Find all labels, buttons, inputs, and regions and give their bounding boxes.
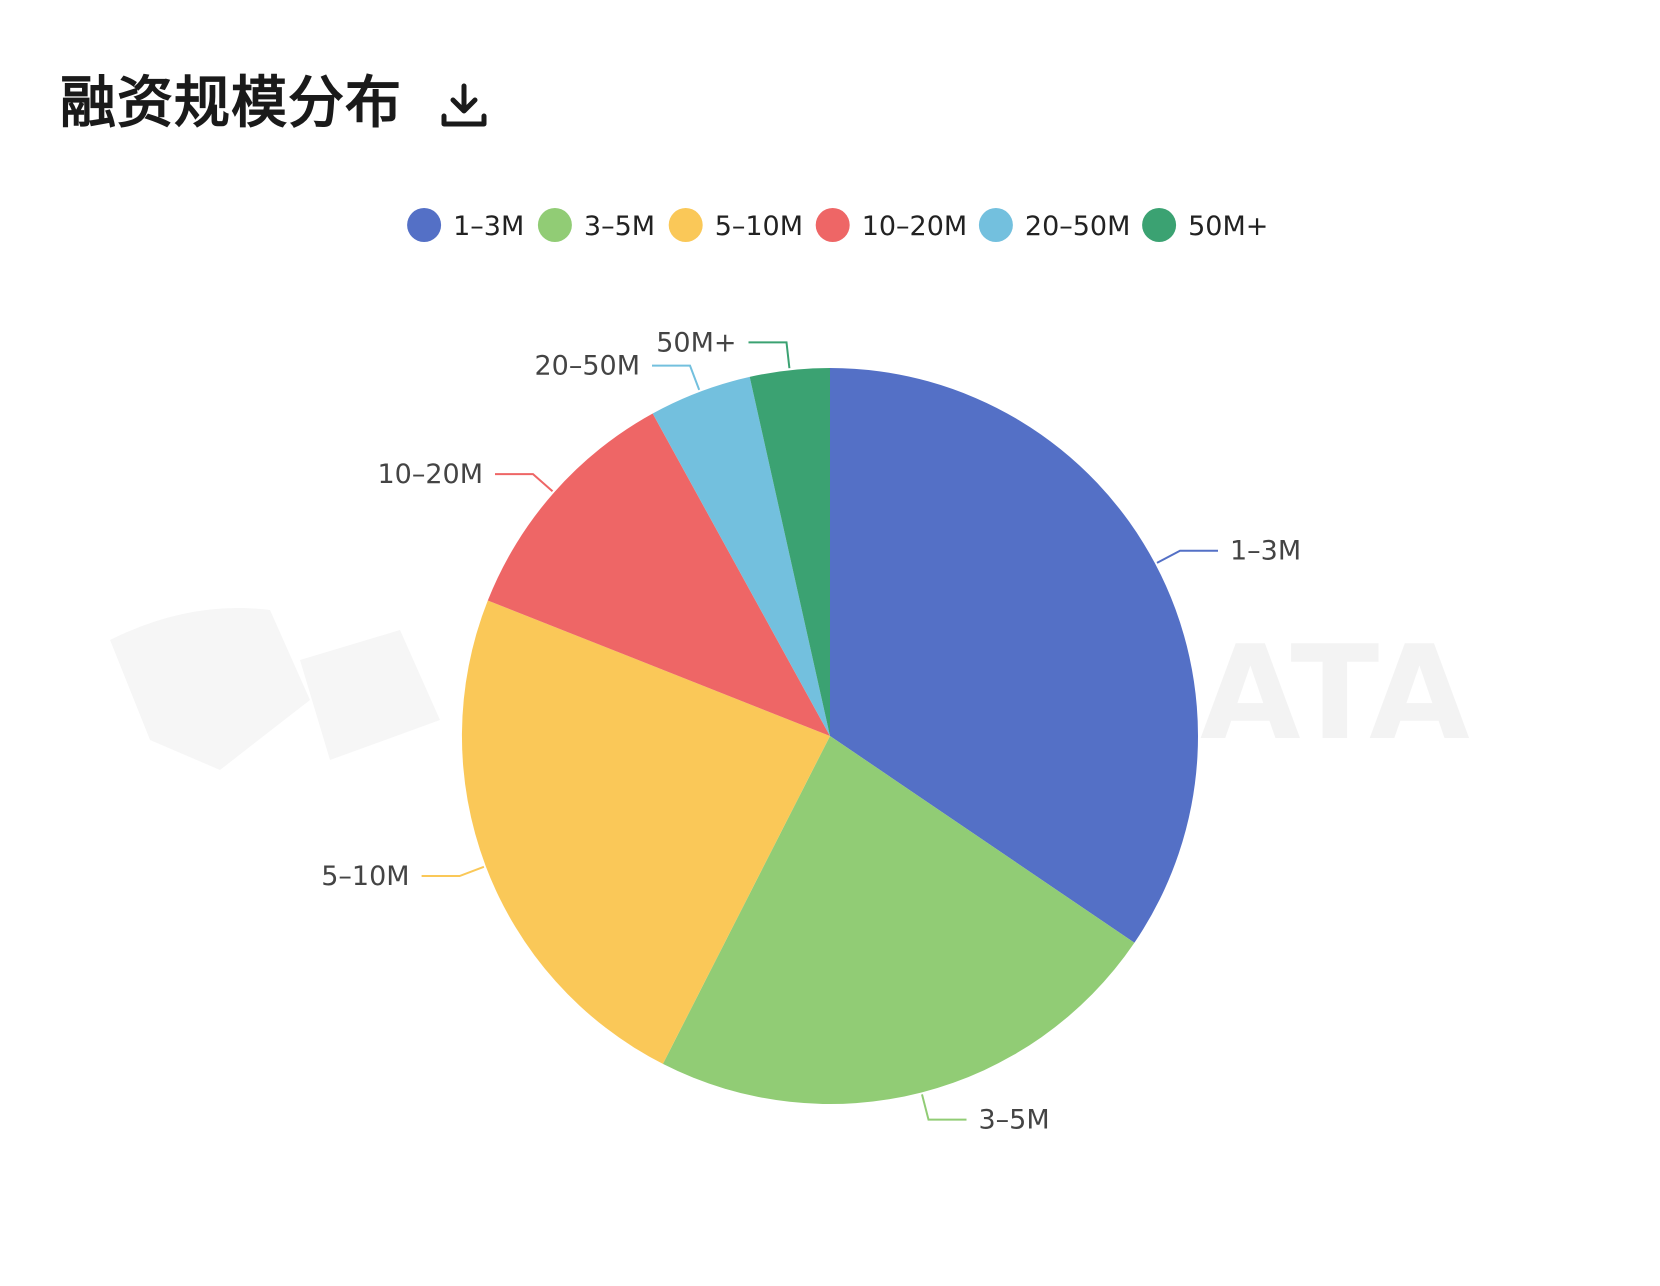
leader-line-20-50m [652,364,701,391]
legend-marker-50m [1142,208,1177,242]
pie-slice-10-20m[interactable] [487,413,830,737]
watermark: ATA [110,608,1470,770]
slice-label-5-10m: 5–10M [321,861,409,892]
legend-marker-3-5m [537,208,572,242]
leader-line-5-10m [421,865,485,877]
legend-item-1-3m[interactable]: 1–3M [407,208,524,242]
legend-marker-1-3m [407,208,442,242]
download-button[interactable] [436,78,492,134]
download-icon [441,83,487,127]
watermark-text: ATA [1200,617,1470,769]
legend-label-20-50m: 20–50M [1025,211,1131,242]
legend-marker-5-10m [668,208,703,242]
legend-marker-10-20m [815,208,850,242]
pie-slice-5-10m[interactable] [461,600,830,1064]
legend-marker-20-50m [978,208,1013,242]
slice-label-20-50m: 20–50M [534,351,640,382]
pie-slice-3-5m[interactable] [662,736,1135,1105]
slice-label-50m: 50M+ [656,327,736,358]
slice-labels: 1–3M 3–5M 5–10M 10–20M 20–50M 50M+ [321,327,1301,1135]
page-title: 融资规模分布 [60,71,402,136]
pie-slice-20-50m[interactable] [652,376,830,736]
leader-line-10-20m [495,473,554,493]
legend-item-10-20m[interactable]: 10–20M [815,208,968,242]
legend-item-50m[interactable]: 50M+ [1142,208,1268,242]
pie-slice-50m[interactable] [749,368,830,736]
legend-item-3-5m[interactable]: 3–5M [537,208,655,242]
leader-line-1-3m [1156,549,1218,564]
slice-label-1-3m: 1–3M [1230,536,1301,567]
leader-line-50m [748,341,791,369]
legend-label-5-10m: 5–10M [715,211,803,242]
pie-slices [461,368,1199,1105]
legend[interactable]: 1–3M 3–5M 5–10M 10–20M 20–50M 50M+ [407,208,1268,242]
leader-line-3-5m [921,1094,967,1121]
legend-label-50m: 50M+ [1188,211,1268,242]
legend-label-1-3m: 1–3M [453,211,524,242]
legend-item-20-50m[interactable]: 20–50M [978,208,1131,242]
pie-slice-1-3m[interactable] [830,368,1199,943]
legend-item-5-10m[interactable]: 5–10M [668,208,803,242]
slice-label-3-5m: 3–5M [979,1105,1050,1136]
legend-label-10-20m: 10–20M [862,211,968,242]
leader-lines [421,341,1218,1121]
legend-label-3-5m: 3–5M [584,211,655,242]
slice-label-10-20m: 10–20M [377,459,483,490]
